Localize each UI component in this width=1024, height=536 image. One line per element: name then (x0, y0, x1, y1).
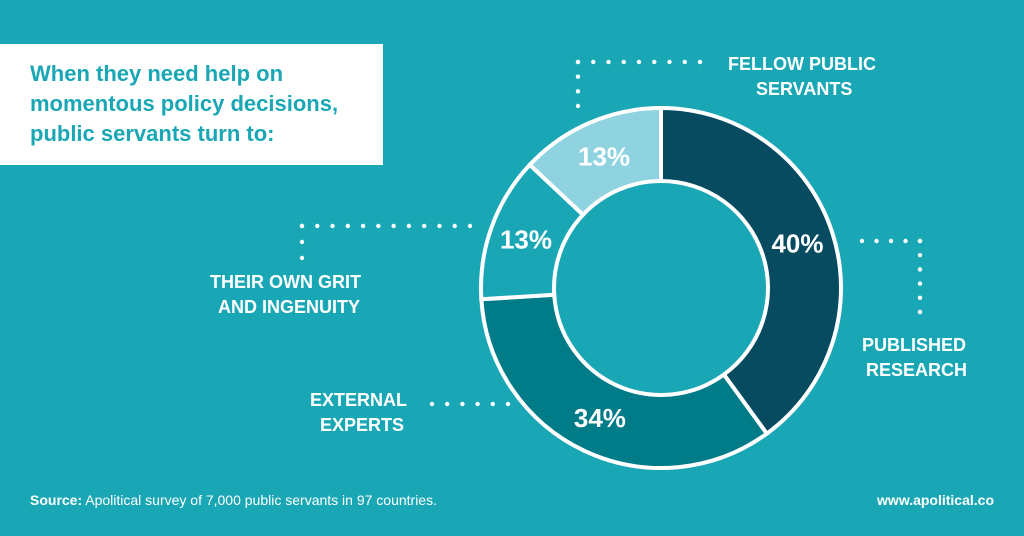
label-experts-line2: EXPERTS (320, 415, 405, 435)
leader-research (917, 309, 923, 315)
leader-research (917, 253, 923, 258)
label-published-research: PUBLISHED RESEARCH (862, 333, 967, 383)
value-label-fellow-public-servants: 13% (578, 141, 630, 171)
leader-experts (475, 401, 480, 407)
label-fellow-public-servants: FELLOW PUBLIC SERVANTS (728, 52, 876, 102)
leader-grit (406, 223, 412, 229)
value-label-published-research: 40% (771, 229, 823, 259)
leader-dots (299, 59, 923, 407)
leader-grit (299, 255, 305, 261)
leader-experts (505, 401, 511, 407)
percent-labels: 40% 34% 13% 13% (500, 141, 824, 433)
leader-experts (445, 401, 450, 407)
leader-fellow (636, 59, 642, 65)
leader-research (917, 238, 923, 244)
leader-grit (299, 239, 305, 245)
leader-grit (421, 223, 427, 229)
label-grit-line2: AND INGENUITY (218, 297, 361, 317)
leader-research (874, 238, 879, 244)
leader-fellow (591, 59, 596, 65)
leader-fellow (575, 103, 581, 109)
label-their-own-grit: THEIR OWN GRIT AND INGENUITY (210, 270, 361, 320)
value-label-grit-and-ingenuity: 13% (500, 224, 552, 254)
leader-fellow (682, 59, 687, 65)
source-text: Apolitical survey of 7,000 public servan… (82, 492, 437, 508)
label-experts-line1: EXTERNAL (310, 390, 408, 410)
label-external-experts: EXTERNAL EXPERTS (310, 388, 407, 438)
leader-grit (360, 223, 366, 229)
leader-fellow (652, 59, 657, 65)
leader-grit (467, 223, 473, 229)
leader-fellow (575, 89, 581, 94)
leader-fellow (667, 59, 672, 65)
value-label-external-experts: 34% (574, 403, 626, 433)
leader-research (903, 238, 908, 244)
leader-research (888, 238, 894, 244)
source-label: Source: (30, 492, 83, 508)
leader-experts (490, 401, 495, 407)
leader-grit (330, 223, 335, 229)
slice-published-research (659, 105, 843, 437)
source-note: Source: Apolitical survey of 7,000 publi… (30, 492, 437, 508)
leader-experts (429, 401, 435, 407)
leader-grit (315, 223, 320, 229)
chart-title: When they need help on momentous policy … (30, 61, 339, 146)
leader-research (917, 267, 923, 272)
leader-grit (437, 223, 442, 229)
leader-grit (376, 223, 381, 229)
leader-fellow (575, 59, 581, 65)
leader-grit (452, 223, 457, 229)
leader-fellow (606, 59, 611, 65)
website-url: www.apolitical.co (877, 492, 994, 508)
leader-grit (345, 223, 351, 229)
label-fellow-line2: SERVANTS (756, 79, 853, 99)
label-research-line1: PUBLISHED (862, 335, 967, 355)
leader-grit (299, 223, 305, 229)
slice-fellow-public-servants (526, 105, 663, 218)
leader-experts (460, 401, 465, 407)
title-panel: When they need help on momentous policy … (0, 44, 383, 165)
label-grit-line1: THEIR OWN GRIT (210, 272, 361, 292)
leader-research (859, 238, 865, 244)
donut-slices (479, 105, 843, 470)
leader-fellow (621, 59, 626, 65)
leader-research (917, 295, 923, 300)
leader-grit (391, 223, 396, 229)
leader-fellow (575, 74, 581, 79)
leader-research (917, 281, 923, 286)
leader-fellow (697, 59, 703, 65)
label-fellow-line1: FELLOW PUBLIC (728, 54, 876, 74)
label-research-line2: RESEARCH (866, 360, 968, 380)
slice-external-experts (479, 292, 770, 470)
